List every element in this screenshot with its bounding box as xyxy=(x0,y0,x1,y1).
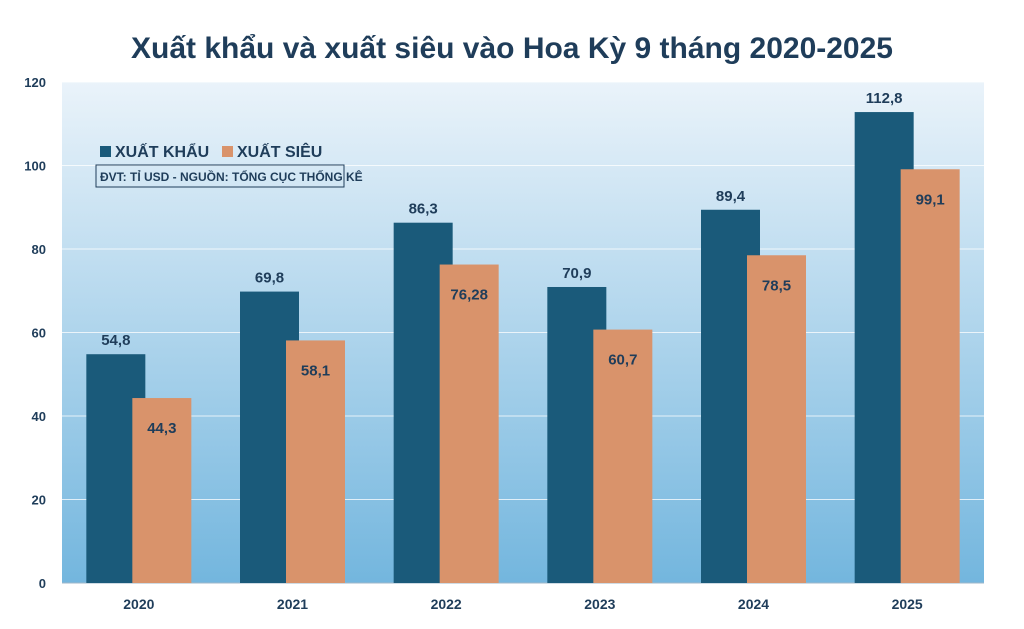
bar-xuat-sieu xyxy=(900,169,960,583)
bar-xuat-sieu xyxy=(286,340,345,583)
x-tick-label: 2020 xyxy=(123,596,154,612)
bar-xuat-sieu xyxy=(593,329,653,583)
data-label-xuat-sieu: 60,7 xyxy=(608,352,637,369)
bars xyxy=(86,112,960,583)
x-tick-label: 2023 xyxy=(584,596,615,612)
y-tick-label: 120 xyxy=(24,75,46,90)
data-label-xuat-sieu: 78,5 xyxy=(762,277,791,294)
data-label-xuat-sieu: 58,1 xyxy=(301,362,330,379)
axis-ticks: 0 20 40 60 80 100 120 2020 2021 2022 2023 2024 2025 xyxy=(24,75,923,612)
data-label-xuat-khau: 112,8 xyxy=(866,90,903,107)
data-label-xuat-khau: 69,8 xyxy=(255,270,284,287)
data-label-xuat-khau: 89,4 xyxy=(716,188,746,205)
y-tick-label: 80 xyxy=(32,242,46,257)
legend-swatch-xuat-khau xyxy=(100,146,111,157)
data-label-xuat-sieu: 99,1 xyxy=(916,191,945,208)
data-label-xuat-sieu: 44,3 xyxy=(147,420,176,437)
x-tick-label: 2025 xyxy=(892,596,923,612)
legend-label-xuat-khau: XUẤT KHẨU xyxy=(115,142,209,161)
source-note-text: ĐVT: TỈ USD - NGUỒN: TỔNG CỤC THỐNG KÊ xyxy=(100,169,363,184)
y-tick-label: 0 xyxy=(39,576,46,591)
chart-title: Xuất khẩu và xuất siêu vào Hoa Kỳ 9 thán… xyxy=(131,32,893,65)
y-tick-label: 20 xyxy=(32,493,46,508)
x-tick-label: 2022 xyxy=(431,596,462,612)
bar-xuat-sieu xyxy=(132,398,192,583)
legend: XUẤT KHẨU XUẤT SIÊU xyxy=(100,142,322,161)
bar-xuat-sieu xyxy=(747,255,806,583)
x-tick-label: 2024 xyxy=(738,596,769,612)
data-label-xuat-khau: 86,3 xyxy=(409,201,438,218)
data-labels: 54,8 44,3 69,8 58,1 86,3 76,28 70,9 60,7 89,4 78,… xyxy=(101,90,945,437)
data-label-xuat-sieu: 76,28 xyxy=(450,287,488,304)
source-note: ĐVT: TỈ USD - NGUỒN: TỔNG CỤC THỐNG KÊ xyxy=(95,164,363,188)
y-tick-label: 60 xyxy=(32,326,46,341)
bar-xuat-sieu xyxy=(439,264,499,583)
source-note-box xyxy=(95,164,345,188)
legend-label-xuat-sieu: XUẤT SIÊU xyxy=(237,142,322,161)
y-tick-label: 40 xyxy=(32,409,46,424)
legend-swatch-xuat-sieu xyxy=(222,146,233,157)
gridlines xyxy=(62,81,984,584)
y-tick-label: 100 xyxy=(24,159,46,174)
x-tick-label: 2021 xyxy=(277,596,308,612)
data-label-xuat-khau: 54,8 xyxy=(101,332,130,349)
data-label-xuat-khau: 70,9 xyxy=(562,265,591,282)
